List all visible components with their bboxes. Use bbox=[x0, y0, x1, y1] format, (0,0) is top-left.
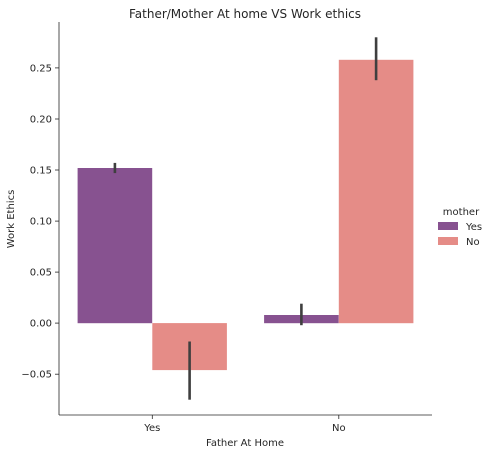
plot-area bbox=[77, 37, 414, 400]
bar-no-no bbox=[338, 59, 414, 324]
legend-swatch-yes bbox=[438, 222, 458, 230]
x-ticks: Yes No bbox=[143, 415, 346, 434]
y-tick-label: 0.15 bbox=[30, 166, 52, 177]
legend-swatch-no bbox=[438, 237, 458, 245]
chart-title: Father/Mother At home VS Work ethics bbox=[129, 7, 361, 21]
x-tick-label: No bbox=[332, 423, 346, 434]
legend-label-yes: Yes bbox=[465, 222, 482, 233]
legend-label-no: No bbox=[466, 237, 480, 248]
y-tick-label: 0.10 bbox=[30, 217, 52, 228]
y-axis-label: Work Ethics bbox=[6, 190, 17, 249]
y-ticks: −0.05 0.00 0.05 0.10 0.15 0.20 0.25 bbox=[21, 63, 59, 381]
y-tick-label: 0.05 bbox=[30, 268, 52, 279]
legend-title: mother bbox=[443, 207, 480, 218]
x-axis-label: Father At Home bbox=[206, 438, 284, 449]
x-tick-label: Yes bbox=[143, 423, 160, 434]
legend: mother Yes No bbox=[438, 207, 482, 248]
y-tick-label: −0.05 bbox=[21, 370, 52, 381]
y-tick-label: 0.00 bbox=[30, 319, 52, 330]
y-tick-label: 0.25 bbox=[30, 63, 52, 74]
y-tick-label: 0.20 bbox=[30, 115, 52, 126]
bar-yes-yes bbox=[77, 168, 153, 324]
